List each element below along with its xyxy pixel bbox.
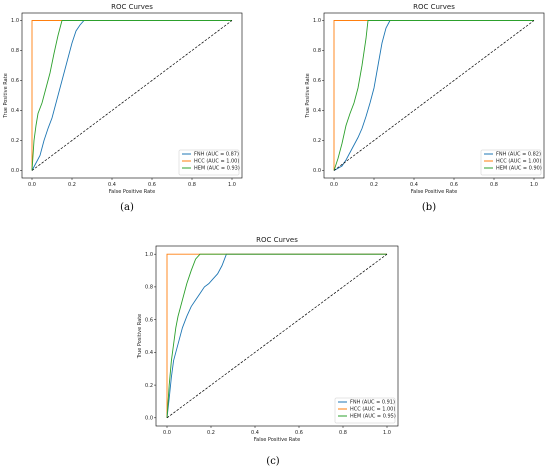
- roc-line-fnh: [31, 20, 232, 171]
- y-tick-label: 0.0: [145, 416, 153, 422]
- y-tick-label: 0.6: [11, 78, 19, 84]
- legend: FNH (AUC = 0.82)HCC (AUC = 1.00)HEM (AUC…: [480, 149, 542, 176]
- x-tick-label: 0.6: [450, 182, 458, 188]
- chart-title: ROC Curves: [413, 3, 455, 11]
- legend-entry: FNH (AUC = 0.82): [496, 152, 541, 158]
- legend-box: [480, 149, 542, 176]
- y-tick-label: 1.0: [313, 18, 321, 24]
- x-tick-label: 0.4: [410, 182, 418, 188]
- x-tick-label: 0.6: [148, 182, 156, 188]
- chart-title: ROC Curves: [111, 3, 153, 11]
- y-axis-label: True Positive Rate: [305, 73, 311, 119]
- chance-diagonal-line: [31, 20, 233, 171]
- x-tick-label: 0.6: [295, 430, 303, 436]
- x-axis-label: False Positive Rate: [254, 437, 300, 443]
- roc-panel-1: ROC Curves 0.0 0.2 0.4 0.6 0.8 1.0 0.0 0.2 0.4 0.6…: [3, 3, 243, 213]
- y-tick-label: 0.4: [313, 108, 321, 114]
- roc-panel-2: ROC Curves 0.0 0.2 0.4 0.6 0.8 1.0 0.0 0.2 0.4 0.6…: [305, 3, 545, 213]
- legend-entry: HEM (AUC = 0.93): [194, 166, 240, 172]
- roc-line-hem: [166, 253, 387, 418]
- x-tick-label: 0.2: [68, 182, 76, 188]
- legend-entry: HCC (AUC = 1.00): [350, 407, 395, 413]
- legend-box: [178, 149, 240, 176]
- x-tick-label: 0.2: [370, 182, 378, 188]
- legend-entry: HCC (AUC = 1.00): [194, 159, 239, 165]
- x-tick-label: 0.8: [490, 182, 498, 188]
- legend-entry: HEM (AUC = 0.95): [350, 414, 396, 420]
- x-tick-label: 0.4: [251, 430, 259, 436]
- chance-diagonal-line: [166, 253, 388, 419]
- y-tick-label: 0.8: [313, 48, 321, 54]
- x-axis-label: False Positive Rate: [411, 189, 457, 195]
- y-tick-label: 1.0: [145, 252, 153, 258]
- x-tick-label: 0.0: [163, 430, 171, 436]
- roc-line-hem: [333, 20, 534, 171]
- x-tick-label: 0.4: [108, 182, 116, 188]
- roc-line-fnh: [166, 253, 387, 418]
- chance-diagonal-line: [333, 20, 535, 171]
- x-axis-label: False Positive Rate: [109, 189, 155, 195]
- y-tick-label: 0.4: [11, 108, 19, 114]
- y-tick-label: 0.4: [145, 350, 153, 356]
- x-tick-label: 1.0: [383, 430, 391, 436]
- y-tick-label: 0.0: [11, 168, 19, 174]
- y-tick-label: 0.8: [145, 285, 153, 291]
- x-tick-label: 0.0: [330, 182, 338, 188]
- x-tick-label: 1.0: [228, 182, 236, 188]
- y-tick-label: 0.0: [313, 168, 321, 174]
- chart-title: ROC Curves: [256, 236, 298, 244]
- y-axis-label: True Positive Rate: [3, 73, 9, 119]
- legend-entry: FNH (AUC = 0.91): [350, 400, 395, 406]
- legend-entry: HEM (AUC = 0.90): [496, 166, 542, 172]
- roc-panel-3: ROC Curves 0.0 0.2 0.4 0.6 0.8 1.0 0.0 0.2 0.4 0.6…: [137, 236, 399, 467]
- x-tick-label: 0.8: [188, 182, 196, 188]
- roc-line-hem: [31, 20, 232, 171]
- y-axis-label: True Positive Rate: [137, 314, 143, 360]
- y-tick-label: 0.2: [145, 383, 153, 389]
- roc-line-fnh: [333, 20, 534, 171]
- panel-caption: (b): [422, 202, 436, 213]
- x-tick-label: 0.8: [339, 430, 347, 436]
- panel-caption: (c): [266, 456, 280, 467]
- legend: FNH (AUC = 0.87)HCC (AUC = 1.00)HEM (AUC…: [178, 149, 240, 176]
- legend-entry: HCC (AUC = 1.00): [496, 159, 541, 165]
- y-tick-label: 1.0: [11, 18, 19, 24]
- legend-entry: FNH (AUC = 0.87): [194, 152, 239, 158]
- legend-box: [334, 397, 396, 424]
- legend: FNH (AUC = 0.91)HCC (AUC = 1.00)HEM (AUC…: [334, 397, 396, 424]
- panel-caption: (a): [120, 202, 134, 213]
- y-tick-label: 0.6: [313, 78, 321, 84]
- x-tick-label: 0.0: [28, 182, 36, 188]
- y-tick-label: 0.2: [11, 138, 19, 144]
- y-tick-label: 0.8: [11, 48, 19, 54]
- x-tick-label: 0.2: [207, 430, 215, 436]
- y-tick-label: 0.6: [145, 317, 153, 323]
- x-tick-label: 1.0: [530, 182, 538, 188]
- y-tick-label: 0.2: [313, 138, 321, 144]
